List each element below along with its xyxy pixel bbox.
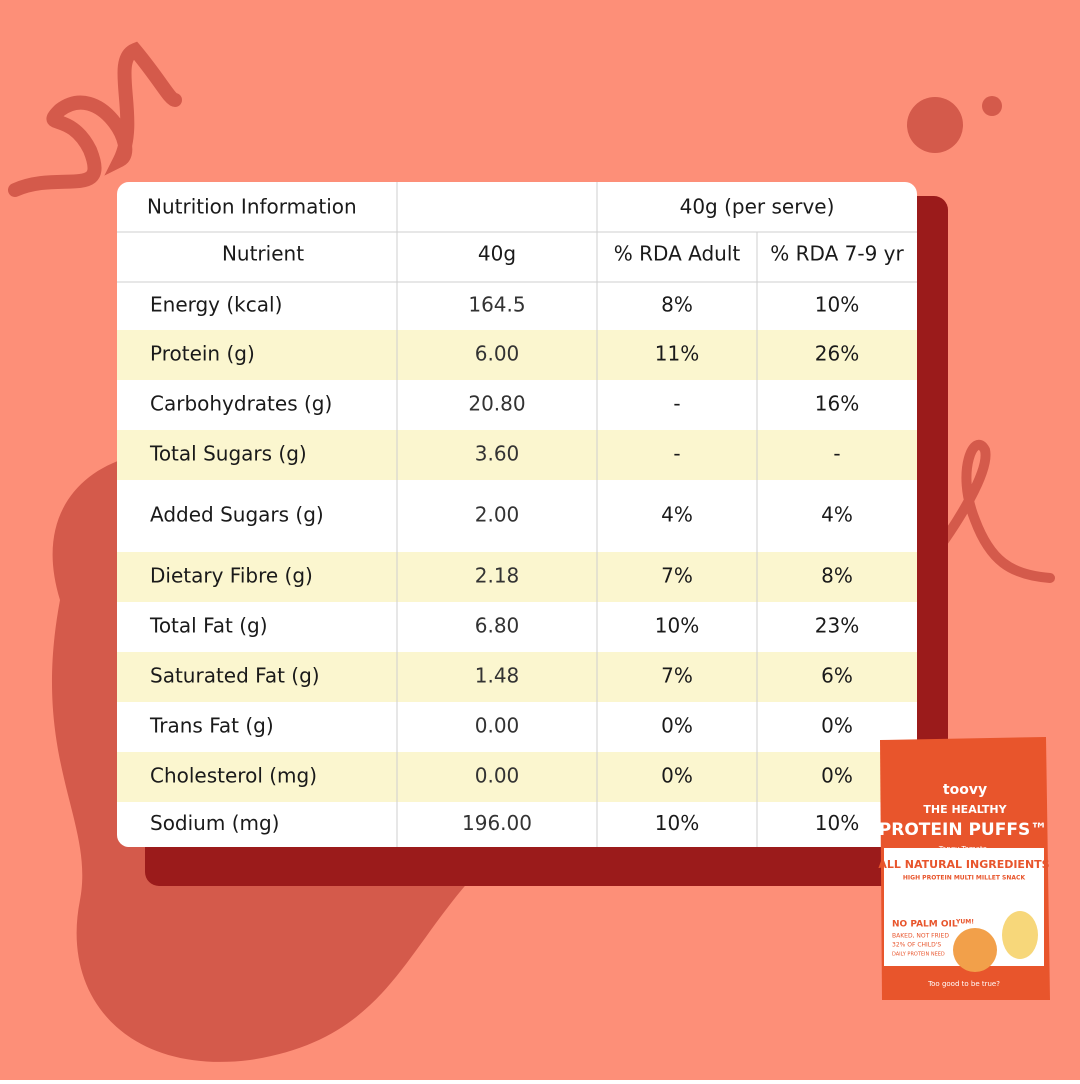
cell-value: 23% (815, 614, 859, 638)
package-line2: PROTEIN PUFFS™ (879, 820, 1047, 840)
nutrient-name: Energy (kcal) (150, 293, 282, 317)
row-highlight (117, 552, 917, 602)
nutrient-name: Carbohydrates (g) (150, 392, 332, 416)
package-subclaim: HIGH PROTEIN MULTI MILLET SNACK (903, 875, 1026, 882)
package-brand: toovy (943, 782, 987, 798)
cell-value: 0.00 (475, 764, 520, 788)
nutrient-name: Cholesterol (mg) (150, 764, 317, 788)
package-bubble: YUM! (955, 919, 974, 926)
cell-value: 0% (661, 764, 693, 788)
cell-value: 26% (815, 342, 859, 366)
cell-value: 8% (661, 293, 693, 317)
row-highlight (117, 330, 917, 380)
squiggle (8, 41, 182, 197)
cell-value: 0% (661, 714, 693, 738)
cell-value: 4% (821, 503, 853, 527)
puffs (953, 928, 997, 972)
cell-value: 6.00 (475, 342, 520, 366)
cell-value: 10% (815, 811, 859, 835)
cell-value: 7% (661, 564, 693, 588)
row-highlight (117, 430, 917, 480)
cell-value: 10% (655, 614, 699, 638)
cell-value: 20.80 (468, 392, 525, 416)
nutrient-name: Saturated Fat (g) (150, 664, 320, 688)
package-line1: THE HEALTHY (923, 803, 1007, 816)
package-claim: ALL NATURAL INGREDIENTS (878, 858, 1049, 871)
dot (907, 97, 963, 153)
cell-value: 4% (661, 503, 693, 527)
nutrient-name: Total Sugars (g) (149, 442, 307, 466)
table-title: Nutrition Information (147, 195, 357, 219)
nutrient-name: Protein (g) (150, 342, 255, 366)
table: Nutrition Information 40g (per serve) Nutr… (117, 182, 917, 847)
cell-value: - (673, 392, 680, 416)
row-highlight (117, 652, 917, 702)
cell-value: 11% (655, 342, 699, 366)
cell-value: 0.00 (475, 714, 520, 738)
cell-value: 10% (655, 811, 699, 835)
cell-value: 7% (661, 664, 693, 688)
dot (982, 96, 1002, 116)
cell-value: 2.18 (475, 564, 520, 588)
cell-value: 2.00 (475, 503, 520, 527)
nutrient-name: Total Fat (g) (149, 614, 268, 638)
nutrient-name: Added Sugars (g) (150, 503, 324, 527)
cell-value: - (833, 442, 840, 466)
cell-value: 8% (821, 564, 853, 588)
nutrient-name: Dietary Fibre (g) (150, 564, 313, 588)
cell-value: 3.60 (475, 442, 520, 466)
cell-value: 0% (821, 714, 853, 738)
package-badge3: 32% OF CHILD'S (892, 942, 941, 949)
cell-value: 1.48 (475, 664, 520, 688)
row-highlight (117, 752, 917, 802)
cell-value: 0% (821, 764, 853, 788)
serving-header: 40g (per serve) (680, 195, 835, 219)
column-header: 40g (478, 242, 516, 266)
cell-value: 6.80 (475, 614, 520, 638)
cell-value: - (673, 442, 680, 466)
nutrient-name: Trans Fat (g) (149, 714, 274, 738)
package: toovy THE HEALTHY PROTEIN PUFFS™ Tangy Toma… (878, 737, 1050, 1000)
cell-value: 6% (821, 664, 853, 688)
cell-value: 164.5 (468, 293, 525, 317)
cell-value: 16% (815, 392, 859, 416)
squiggle (925, 439, 1055, 583)
cell-value: 196.00 (462, 811, 532, 835)
column-header: % RDA 7-9 yr (770, 242, 904, 266)
package-badge1: NO PALM OIL (892, 920, 958, 930)
mascot (1002, 911, 1038, 959)
nutrient-name: Sodium (mg) (150, 811, 279, 835)
package-flavour: Tangy Tomato (938, 845, 987, 853)
package-badge2: BAKED, NOT FRIED (892, 933, 949, 940)
column-header: Nutrient (222, 242, 304, 266)
package-tagline: Too good to be true? (927, 980, 1000, 988)
cell-value: 10% (815, 293, 859, 317)
column-header: % RDA Adult (614, 242, 741, 266)
package-badge4: DAILY PROTEIN NEED (892, 952, 945, 958)
